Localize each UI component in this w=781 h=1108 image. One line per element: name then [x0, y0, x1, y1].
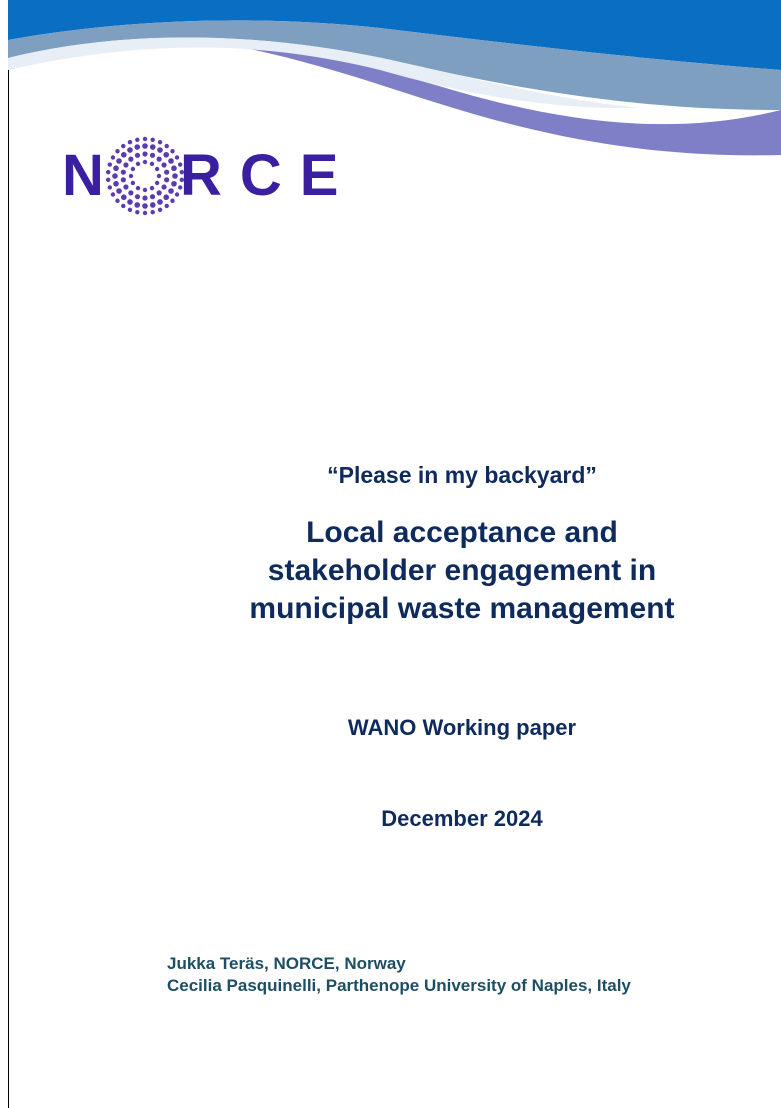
- page: N RCE “Please in my backyard” Local acce…: [0, 0, 781, 1108]
- author: Cecilia Pasquinelli, Parthenope Universi…: [167, 975, 631, 997]
- logo-dot: [155, 167, 159, 171]
- subtitle: “Please in my backyard”: [150, 462, 774, 489]
- logo-dot: [150, 186, 154, 190]
- logo-dot: [134, 202, 140, 208]
- logo-dot: [150, 210, 154, 214]
- logo-dot: [135, 138, 139, 142]
- logo-dot: [164, 170, 169, 175]
- logo-dot: [142, 195, 147, 200]
- logo-dot: [150, 194, 155, 199]
- logo-dot: [157, 199, 163, 205]
- title-line: stakeholder engagement in: [150, 552, 774, 590]
- title: Local acceptance and stakeholder engagem…: [150, 514, 774, 628]
- date: December 2024: [150, 806, 774, 832]
- logo-dot: [171, 181, 177, 187]
- logo-dot: [143, 211, 147, 215]
- logo-dot: [143, 160, 147, 164]
- logo-dot: [157, 190, 162, 195]
- logo-letter: N: [62, 146, 122, 206]
- logo-dot: [142, 143, 148, 149]
- authors: Jukka Teräs, NORCE, Norway Cecilia Pasqu…: [167, 953, 631, 997]
- logo-dot: [131, 181, 135, 185]
- logo-dot: [143, 188, 147, 192]
- logo-dot: [136, 162, 140, 166]
- logo-dot: [128, 140, 132, 144]
- logo-dot: [171, 165, 177, 171]
- logo-dot: [131, 167, 135, 171]
- logo-dot: [157, 174, 161, 178]
- logo-dot: [128, 190, 133, 195]
- logo-dot: [135, 194, 140, 199]
- logo-dot: [172, 173, 178, 179]
- logo-letters: RCE: [180, 146, 356, 206]
- logo-dot: [165, 204, 169, 208]
- series: WANO Working paper: [150, 715, 774, 741]
- logo-dot: [135, 210, 139, 214]
- logo-dot: [150, 138, 154, 142]
- logo-dot: [150, 153, 155, 158]
- logo-dot: [127, 147, 133, 153]
- logo-dot: [150, 162, 154, 166]
- logo-dot: [175, 155, 179, 159]
- logo-dot: [161, 184, 166, 189]
- logo-dot: [164, 177, 169, 182]
- logo-dot: [175, 192, 179, 196]
- logo-dot: [161, 162, 166, 167]
- logo-dot: [123, 162, 128, 167]
- logo-dot: [165, 144, 169, 148]
- logo-dot: [150, 144, 156, 150]
- logo-dot: [127, 199, 133, 205]
- logo-dot: [142, 151, 147, 156]
- logo-dot: [157, 157, 162, 162]
- logo-dot: [143, 137, 147, 141]
- logo-dot: [168, 188, 174, 194]
- logo-dot: [157, 147, 163, 153]
- logo-dot: [150, 202, 156, 208]
- logo-dot: [168, 158, 174, 164]
- logo-dot: [128, 157, 133, 162]
- logo-dot: [158, 208, 162, 212]
- logo-dot: [163, 152, 169, 158]
- logo-dot: [128, 208, 132, 212]
- logo-dot: [158, 140, 162, 144]
- title-line: municipal waste management: [150, 590, 774, 628]
- logo-dot: [129, 174, 133, 178]
- author: Jukka Teräs, NORCE, Norway: [167, 953, 631, 975]
- title-line: Local acceptance and: [150, 514, 774, 552]
- logo-dot: [155, 181, 159, 185]
- logo-dot: [170, 149, 174, 153]
- logo-dot: [134, 144, 140, 150]
- logo-dot: [136, 186, 140, 190]
- logo-dot: [142, 203, 148, 209]
- logo-dot: [170, 199, 174, 203]
- logo-dot: [163, 194, 169, 200]
- logo-dot: [135, 153, 140, 158]
- logo-dot: [123, 184, 128, 189]
